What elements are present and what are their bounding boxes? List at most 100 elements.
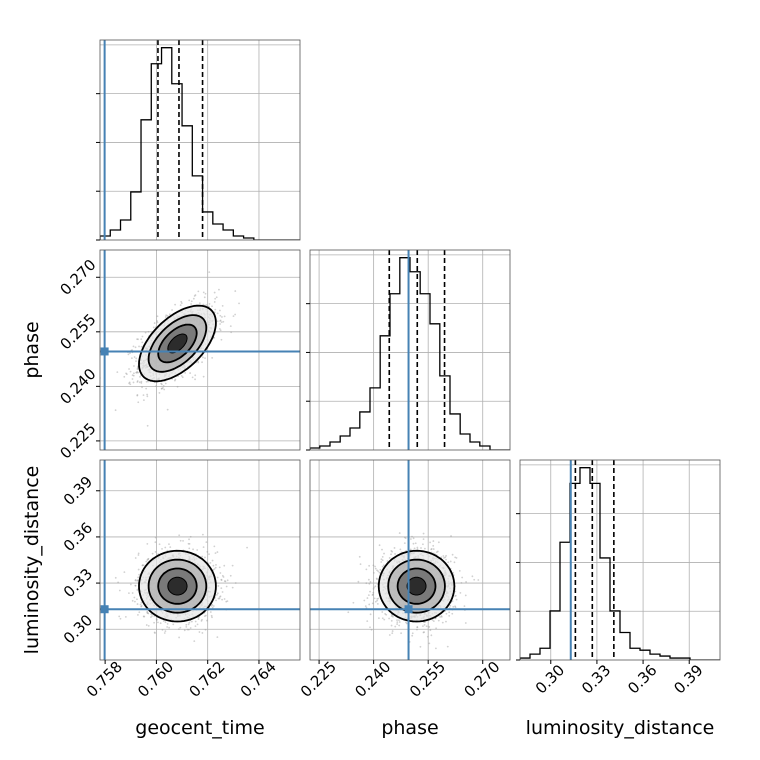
scatter-point (205, 614, 207, 617)
scatter-point (219, 595, 222, 598)
scatter-point (145, 380, 148, 383)
scatter-point (138, 573, 141, 576)
scatter-point (139, 603, 142, 606)
scatter-point (134, 557, 137, 559)
scatter-point (357, 580, 360, 583)
scatter-point (151, 615, 153, 617)
scatter-point (390, 615, 393, 617)
scatter-point (160, 382, 163, 385)
truth-marker-phase_luminosity_distance (404, 605, 413, 614)
scatter-point (223, 564, 226, 567)
xtick-label-geocent_time-1: 0.760 (134, 658, 177, 701)
scatter-point (210, 614, 213, 617)
scatter-point (201, 632, 204, 634)
scatter-point (140, 605, 143, 608)
scatter-point (416, 546, 419, 549)
scatter-point (371, 602, 374, 605)
scatter-point (146, 393, 149, 396)
scatter-point (124, 615, 127, 618)
scatter-point (179, 539, 182, 542)
scatter-point (352, 601, 355, 604)
scatter-point (218, 596, 221, 598)
scatter-point (367, 594, 370, 597)
scatter-point (216, 576, 219, 579)
scatter-point (391, 550, 394, 553)
scatter-point (400, 632, 403, 635)
scatter-point (201, 618, 203, 621)
scatter-point (425, 625, 428, 628)
scatter-point (136, 579, 138, 582)
scatter-point (393, 547, 396, 549)
scatter-point (369, 590, 371, 593)
scatter-point (204, 628, 207, 631)
scatter-point (477, 579, 480, 581)
scatter-point (164, 546, 167, 549)
scatter-point (390, 553, 392, 556)
scatter-point (196, 549, 199, 551)
scatter-point (225, 585, 228, 588)
scatter-point (146, 612, 149, 615)
xtick-label-geocent_time-3: 0.764 (237, 658, 280, 701)
scatter-point (445, 612, 448, 615)
scatter-point (202, 375, 205, 378)
scatter-point (134, 346, 137, 349)
scatter-point (135, 360, 137, 363)
scatter-point (396, 621, 399, 624)
scatter-point (422, 532, 425, 535)
scatter-point (184, 371, 187, 374)
scatter-point (416, 548, 419, 551)
scatter-point (179, 626, 182, 629)
scatter-point (374, 585, 377, 588)
scatter-point (164, 621, 167, 624)
xtick-label-phase-1: 0.240 (351, 658, 394, 701)
scatter-panel-geocent_time_luminosity_distance (100, 460, 300, 660)
scatter-point (129, 383, 132, 386)
scatter-point (399, 548, 402, 551)
scatter-point (234, 313, 237, 316)
scatter-point (216, 312, 219, 315)
scatter-point (372, 587, 375, 590)
scatter-point (151, 552, 154, 555)
scatter-point (461, 576, 464, 579)
scatter-point (437, 619, 440, 622)
scatter-point (396, 619, 398, 622)
scatter-point (396, 623, 399, 625)
scatter-point (140, 601, 143, 604)
scatter-point (188, 538, 190, 541)
scatter-point (380, 561, 383, 563)
scatter-point (164, 382, 167, 385)
scatter-point (430, 634, 433, 637)
scatter-point (221, 316, 223, 318)
scatter-point (136, 394, 139, 396)
scatter-point (429, 541, 431, 544)
scatter-point (218, 566, 221, 569)
scatter-point (146, 610, 149, 613)
scatter-point (229, 574, 232, 577)
scatter-point (451, 553, 454, 556)
scatter-point (147, 380, 150, 383)
scatter-point (388, 617, 391, 620)
scatter-point (201, 533, 204, 536)
scatter-point (366, 597, 369, 599)
scatter-point (140, 382, 143, 384)
contour-geocent_time_phase-0 (167, 333, 188, 354)
scatter-point (213, 301, 216, 303)
scatter-point (156, 320, 159, 322)
scatter-point (464, 594, 467, 597)
scatter-point (471, 575, 474, 578)
scatter-point (194, 294, 197, 296)
scatter-point (141, 564, 144, 567)
scatter-point (222, 320, 225, 323)
scatter-point (196, 623, 199, 626)
scatter-point (209, 611, 212, 613)
scatter-point (226, 600, 229, 602)
panel-frame-geocent_time (99, 39, 301, 241)
scatter-point (220, 578, 223, 581)
scatter-point (432, 544, 435, 547)
scatter-point (376, 569, 378, 572)
scatter-point (166, 314, 169, 317)
scatter-point (369, 613, 372, 616)
ytick-label-luminosity_distance-1: 0.33 (60, 565, 96, 601)
scatter-point (136, 368, 139, 371)
scatter-point (154, 632, 156, 634)
